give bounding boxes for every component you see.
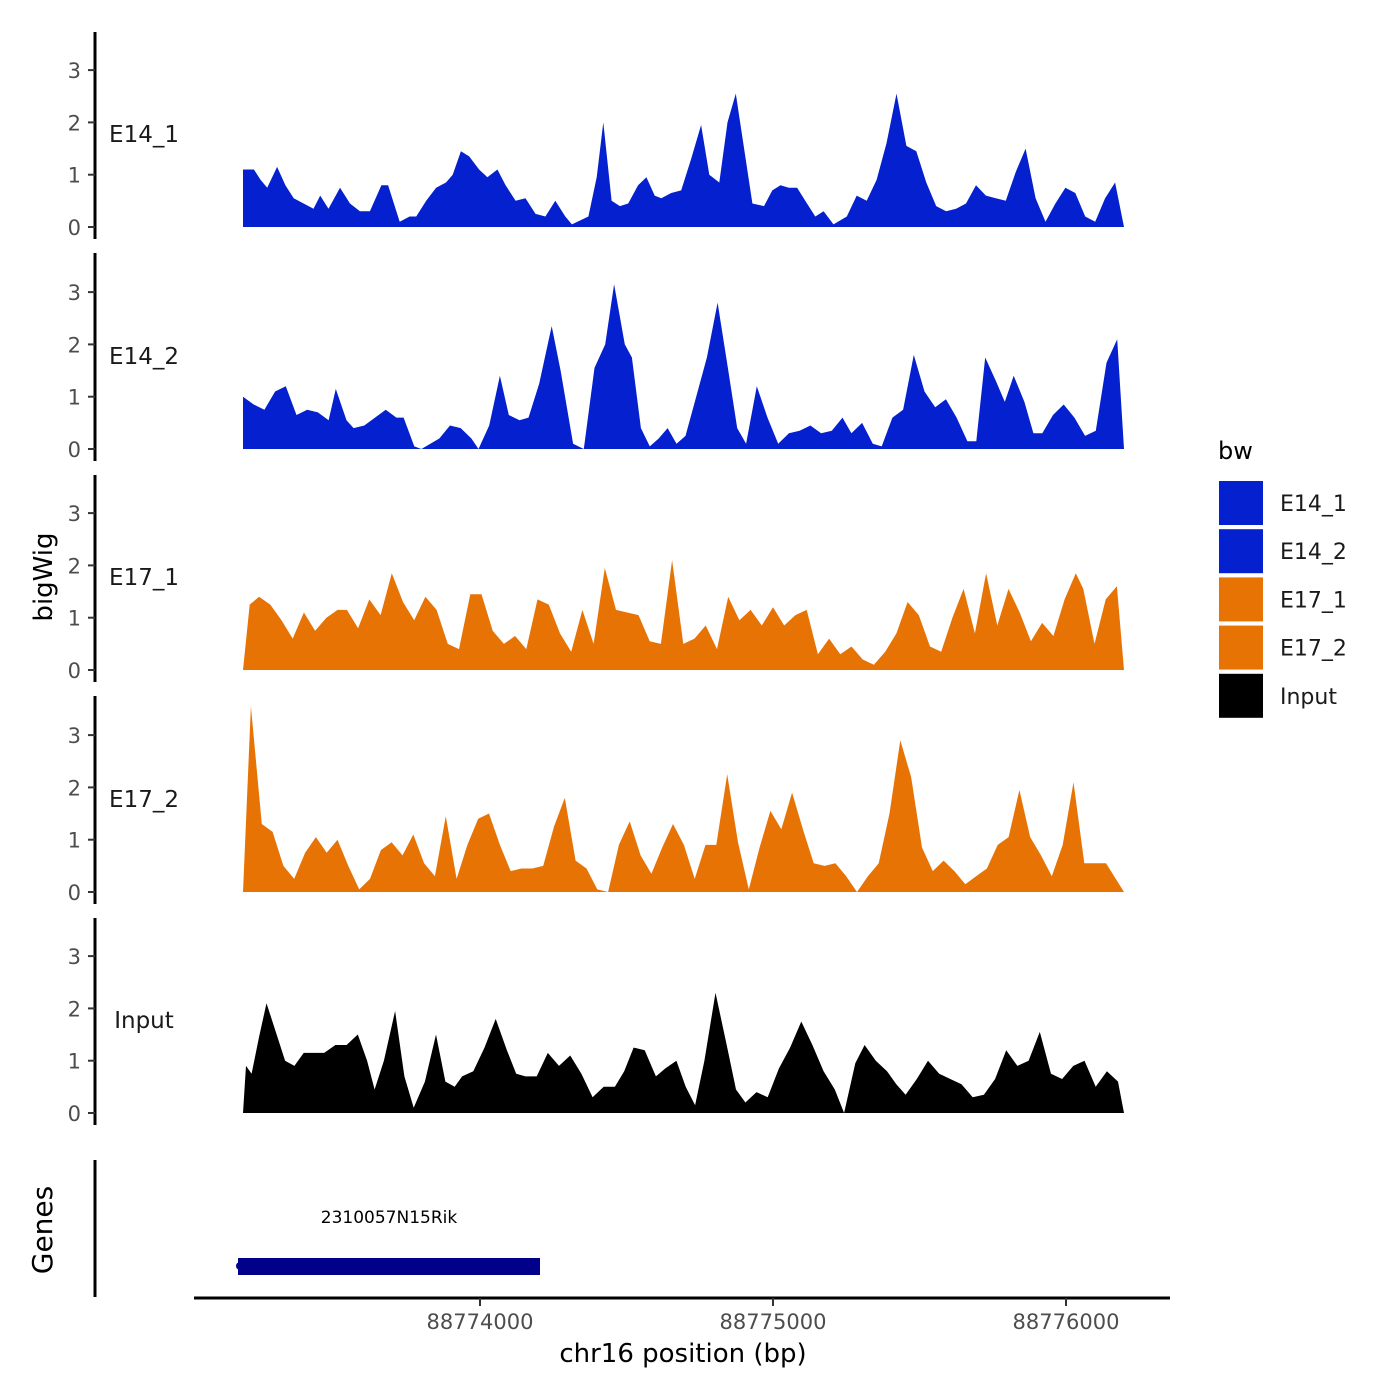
- y-tick-label: 0: [68, 438, 81, 462]
- genes-axis-label: Genes: [26, 1186, 59, 1274]
- legend-label: E17_2: [1280, 637, 1347, 662]
- legend-label: Input: [1280, 685, 1337, 710]
- y-tick-label: 1: [68, 829, 81, 853]
- y-tick-label: 2: [68, 554, 81, 578]
- area-E14_1: [243, 93, 1124, 227]
- gene-2310057N15Rik: [238, 1258, 540, 1275]
- track-panels: 0 1 2 3 E14_1 0 1 2 3 E14_2 0 1 2 3 E17_1 0 1 2 3 E17_2 0 1 2 3…: [68, 32, 1124, 1126]
- legend-swatch-E17_2: [1219, 625, 1263, 670]
- y-tick-label: 0: [68, 216, 81, 240]
- legend: bw E14_1 E14_2 E17_1 E17_2 Input: [1218, 437, 1347, 718]
- x-tick-label: 88776000: [1013, 1310, 1120, 1334]
- y-tick-label: 0: [68, 659, 81, 683]
- y-tick-label: 0: [68, 881, 81, 905]
- legend-swatch-Input: [1219, 673, 1263, 718]
- gene-strand-marker: [236, 1262, 244, 1270]
- legend-swatch-E17_1: [1219, 577, 1263, 622]
- x-tick-label: 88775000: [720, 1310, 827, 1334]
- area-E17_1: [243, 560, 1124, 670]
- y-tick-label: 1: [68, 607, 81, 631]
- y-tick-label: 1: [68, 386, 81, 410]
- y-tick-label: 1: [68, 1050, 81, 1074]
- area-E14_2: [243, 284, 1124, 449]
- track-Input: 0 1 2 3 Input: [68, 918, 1124, 1126]
- y-tick-label: 3: [68, 59, 81, 83]
- x-tick-label: 88774000: [427, 1310, 534, 1334]
- genes-panel: 2310057N15Rik: [93, 1160, 540, 1297]
- legend-title: bw: [1218, 437, 1253, 465]
- y-tick-label: 2: [68, 333, 81, 357]
- track-label: E14_2: [109, 344, 179, 370]
- area-Input: [243, 992, 1124, 1113]
- y-tick-label: 1: [68, 164, 81, 188]
- y-tick-label: 3: [68, 281, 81, 305]
- y-tick-label: 2: [68, 997, 81, 1021]
- x-axis-label: chr16 position (bp): [559, 1339, 806, 1369]
- y-tick-label: 2: [68, 776, 81, 800]
- area-E17_2: [243, 706, 1124, 892]
- track-label: Input: [114, 1008, 174, 1034]
- legend-swatch-E14_2: [1219, 529, 1263, 574]
- legend-swatch-E14_1: [1219, 481, 1263, 525]
- x-axis: 88774000 88775000 88776000: [194, 1296, 1170, 1334]
- legend-label: E14_1: [1280, 492, 1347, 517]
- track-E14_1: 0 1 2 3 E14_1: [68, 32, 1124, 240]
- y-tick-label: 0: [68, 1102, 81, 1126]
- track-E17_2: 0 1 2 3 E17_2: [68, 696, 1124, 905]
- y-tick-label: 3: [68, 502, 81, 526]
- track-label: E14_1: [109, 122, 179, 148]
- y-tick-label: 3: [68, 945, 81, 969]
- legend-label: E17_1: [1280, 588, 1347, 613]
- track-label: E17_1: [109, 565, 179, 591]
- track-E17_1: 0 1 2 3 E17_1: [68, 475, 1124, 683]
- y-axis-label: bigWig: [29, 532, 59, 621]
- y-tick-label: 2: [68, 111, 81, 135]
- track-E14_2: 0 1 2 3 E14_2: [68, 253, 1124, 462]
- track-label: E17_2: [109, 787, 179, 813]
- legend-label: E14_2: [1280, 540, 1347, 565]
- y-tick-label: 3: [68, 724, 81, 748]
- gene-label: 2310057N15Rik: [321, 1208, 458, 1228]
